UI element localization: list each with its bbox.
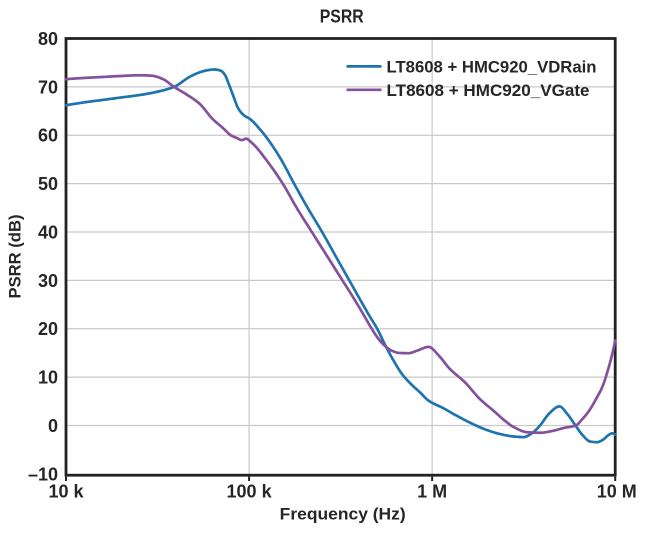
svg-text:50: 50	[38, 174, 58, 194]
svg-text:20: 20	[38, 319, 58, 339]
svg-text:PSRR: PSRR	[320, 6, 364, 26]
svg-text:60: 60	[38, 126, 58, 146]
svg-text:70: 70	[38, 77, 58, 97]
svg-text:LT8608 + HMC920_VGate: LT8608 + HMC920_VGate	[387, 81, 590, 100]
svg-text:LT8608 + HMC920_VDRain: LT8608 + HMC920_VDRain	[387, 57, 597, 76]
svg-text:10 M: 10 M	[597, 482, 637, 502]
svg-text:0: 0	[48, 416, 58, 436]
svg-text:Frequency (Hz): Frequency (Hz)	[280, 505, 406, 524]
svg-text:1 M: 1 M	[417, 482, 447, 502]
svg-text:–10: –10	[28, 464, 58, 484]
svg-text:10 k: 10 k	[48, 482, 84, 502]
svg-text:80: 80	[38, 29, 58, 49]
svg-text:40: 40	[38, 222, 58, 242]
svg-text:100 k: 100 k	[227, 482, 273, 502]
svg-text:30: 30	[38, 271, 58, 291]
svg-text:10: 10	[38, 368, 58, 388]
svg-text:PSRR (dB): PSRR (dB)	[6, 215, 25, 299]
